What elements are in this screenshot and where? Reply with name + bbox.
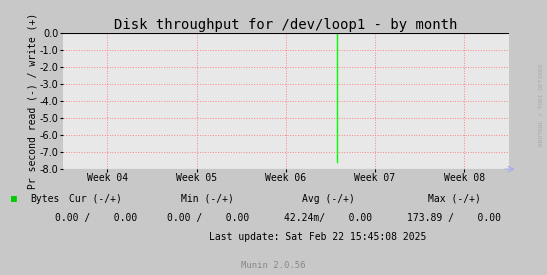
Text: 173.89 /    0.00: 173.89 / 0.00	[407, 213, 501, 223]
Text: Max (-/+): Max (-/+)	[428, 194, 480, 204]
Text: 0.00 /    0.00: 0.00 / 0.00	[55, 213, 137, 223]
Text: Avg (-/+): Avg (-/+)	[302, 194, 354, 204]
Text: Min (-/+): Min (-/+)	[182, 194, 234, 204]
Text: RRDTOOL / TOBI OETIKER: RRDTOOL / TOBI OETIKER	[538, 63, 543, 146]
Text: ■: ■	[11, 194, 17, 204]
Text: 42.24m/    0.00: 42.24m/ 0.00	[284, 213, 373, 223]
Text: Munin 2.0.56: Munin 2.0.56	[241, 260, 306, 270]
Text: 0.00 /    0.00: 0.00 / 0.00	[167, 213, 249, 223]
Text: Cur (-/+): Cur (-/+)	[69, 194, 122, 204]
Text: Last update: Sat Feb 22 15:45:08 2025: Last update: Sat Feb 22 15:45:08 2025	[208, 232, 426, 242]
Title: Disk throughput for /dev/loop1 - by month: Disk throughput for /dev/loop1 - by mont…	[114, 18, 457, 32]
Text: Bytes: Bytes	[30, 194, 60, 204]
Y-axis label: Pr second read (-) / write (+): Pr second read (-) / write (+)	[27, 13, 37, 189]
